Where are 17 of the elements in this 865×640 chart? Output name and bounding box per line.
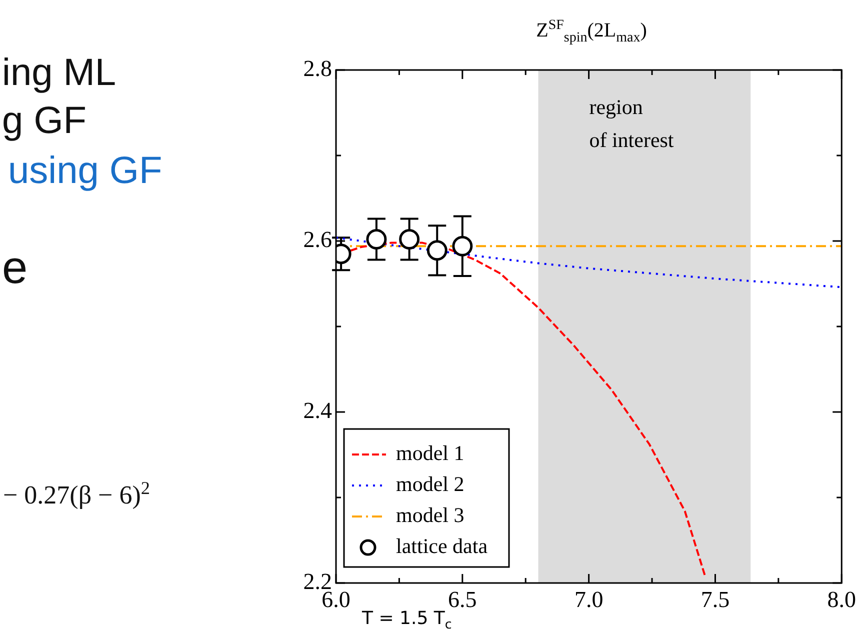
text: − 0.27(β − 6)$^{2}$ — [3, 478, 150, 511]
text: g GF — [2, 100, 86, 143]
y-tick-label: 2.8 — [303, 56, 332, 82]
y-tick-label: 2.4 — [303, 398, 332, 424]
text: using GF — [8, 150, 162, 193]
x-tick-label: 7.5 — [700, 586, 730, 612]
legend-label: model 2 — [396, 472, 464, 496]
text: e — [2, 240, 28, 294]
chart-title: Z$^{SF}$$_{spin}$(2L$_{max}$) — [535, 18, 648, 47]
legend-label: model 1 — [396, 441, 464, 466]
x-tick-label: 7.0 — [574, 586, 604, 612]
text: ing ML — [2, 52, 116, 95]
legend-label: lattice data — [396, 534, 488, 558]
legend-label: model 3 — [396, 503, 464, 528]
x-tick-label: 8.0 — [827, 586, 856, 612]
band-label: region of interest — [589, 95, 674, 152]
y-tick-label: 2.6 — [303, 227, 332, 252]
